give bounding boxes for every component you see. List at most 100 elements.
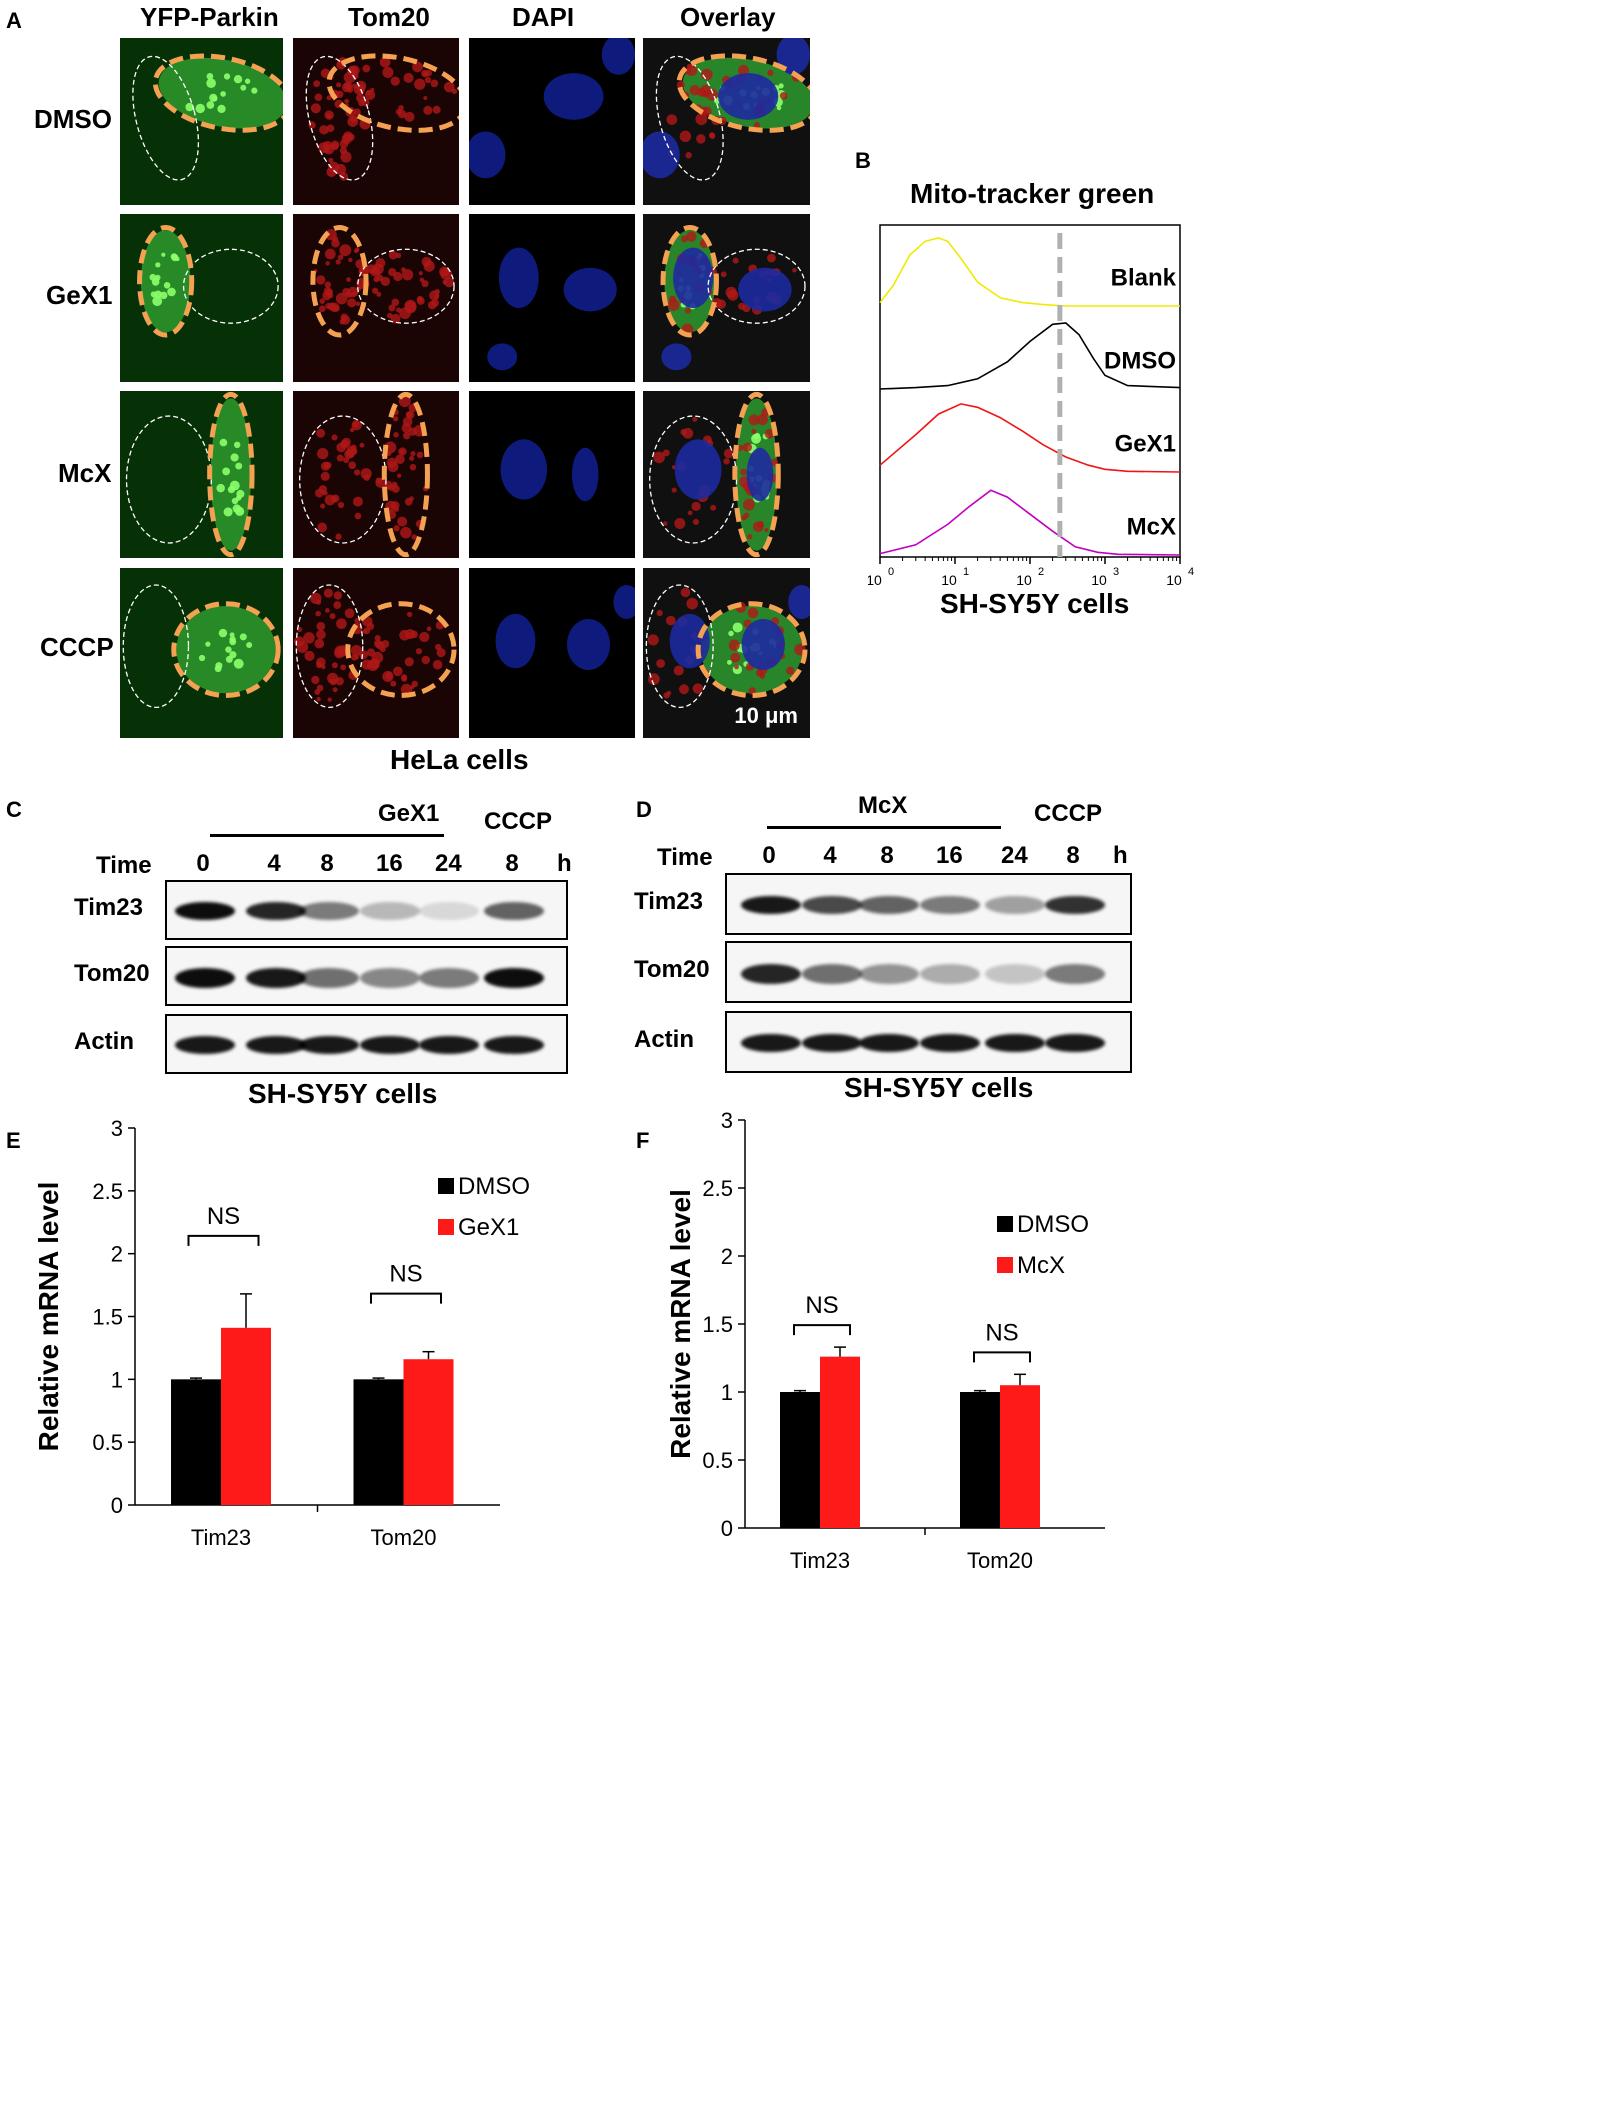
significance-bracket [370,1292,442,1304]
bar-tom20-mcx [1000,1385,1040,1528]
histogram-line-mcx [879,489,1181,556]
significance-bracket [187,1234,260,1246]
histogram-label-dmso: DMSO [1104,347,1176,374]
significance-label: NS [207,1203,240,1230]
row-label-dmso: DMSO [34,104,112,134]
bar-chart-e: 0 0.5 1 1.5 2 2.5 3 Relative mRNA level Tim23 NS T… [33,1116,530,1550]
y-tick-label: 0.5 [702,1448,733,1473]
bar-tim23-dmso [780,1392,820,1528]
blot-strip-tim23 [165,880,568,940]
category-label: Tim23 [790,1548,850,1573]
bar-chart-f: 0 0.5 1 1.5 2 2.5 3 Relative mRNA level Tim23 NS T… [665,1108,1105,1573]
histogram-tick-exponent: 4 [1188,566,1194,578]
flow-histogram: Blank DMSO GeX1 McX 10 0 10 1 10 2 10 3 10 4 [868,224,1194,588]
legend-swatch [997,1257,1013,1273]
blot-strip-actin [165,1014,568,1074]
blot-row-label-tom20: Tom20 [74,960,150,987]
micrograph [469,391,635,558]
time-unit-label: h [1113,842,1128,869]
panel-d-letter: D [636,797,652,822]
micrograph [293,214,459,382]
blot-band [299,1036,359,1054]
panel-a-caption: HeLa cells [390,744,529,775]
blot-band [419,968,479,988]
time-point-label: 0 [196,850,210,877]
blot-band [175,902,235,920]
blot-band [419,902,479,920]
y-tick-label: 3 [721,1108,733,1133]
panel-b-caption: SH-SY5Y cells [940,588,1130,619]
y-tick-label: 1.5 [702,1312,733,1337]
y-tick-label: 2 [111,1242,123,1267]
blot-band [802,964,862,984]
histogram-line-gex1 [879,403,1181,473]
y-tick-label: 1.5 [92,1305,123,1330]
legend-label: McX [1017,1252,1065,1279]
blot-band [741,964,801,984]
y-axis-label: Relative mRNA level [665,1189,696,1459]
time-point-label: 8 [1066,842,1080,869]
panel-b-letter: B [855,148,871,173]
blot-band [299,968,359,988]
bar-tim23-gex1 [221,1327,271,1505]
blot-band [1045,1034,1105,1052]
blot-band [360,902,420,920]
col-header-overlay: Overlay [680,2,776,32]
micrograph [469,38,635,205]
treatment-bar [767,826,1001,829]
time-point-label: 0 [762,842,776,869]
control-label: CCCP [484,808,553,835]
micrograph [643,38,810,205]
blot-row-label-actin: Actin [634,1026,694,1053]
row-label-mcx: McX [58,458,112,488]
blot-row-label-actin: Actin [74,1028,134,1055]
blot-row-label-tom20: Tom20 [634,956,710,983]
y-tick-label: 2 [721,1244,733,1269]
blot-caption: SH-SY5Y cells [844,1072,1034,1103]
blot-strip-tim23 [725,873,1132,935]
y-tick-label: 0 [721,1516,733,1541]
micrograph [293,568,459,738]
col-header-tom20: Tom20 [348,2,430,32]
histogram-tick-label: 10 [868,572,882,588]
y-tick-label: 3 [111,1116,123,1141]
blot-band [246,1036,306,1054]
time-point-label: 8 [880,842,894,869]
time-point-label: 16 [936,842,963,869]
blot-band [484,1036,544,1054]
histogram-tick-label: 10 [1166,572,1182,588]
micrograph [469,214,635,382]
blot-band [360,968,420,988]
histogram-tick-exponent: 0 [888,566,894,578]
histogram-tick-label: 10 [1016,572,1032,588]
treatment-label: GeX1 [378,800,440,827]
y-tick-label: 2.5 [702,1176,733,1201]
legend-label: DMSO [458,1173,530,1200]
treatment-label: McX [858,792,908,819]
blot-band [246,902,306,920]
legend-label: GeX1 [458,1214,519,1241]
y-axis-label: Relative mRNA level [33,1182,64,1452]
histogram-label-gex1: GeX1 [1115,430,1176,457]
col-header-yfp-parkin: YFP-Parkin [140,2,279,32]
blot-band [920,1034,980,1052]
blot-band [859,964,919,984]
time-point-label: 24 [1001,842,1028,869]
blot-strip-tom20 [165,946,568,1006]
significance-label: NS [985,1319,1018,1346]
blot-band [985,964,1045,984]
time-point-label: 8 [505,850,519,877]
significance-bracket [973,1351,1031,1363]
panel-a-letter: A [6,8,22,33]
histogram-tick-exponent: 2 [1038,566,1044,578]
histogram-label-blank: Blank [1111,264,1177,291]
time-point-label: 4 [823,842,837,869]
legend-swatch [997,1216,1013,1232]
blot-band [859,1034,919,1052]
histogram-tick-label: 10 [1091,572,1107,588]
micrograph [469,568,635,738]
y-tick-label: 2.5 [92,1179,123,1204]
micrograph [120,568,283,738]
scale-bar-label: 10 μm [734,703,798,728]
category-label: Tim23 [191,1525,251,1550]
